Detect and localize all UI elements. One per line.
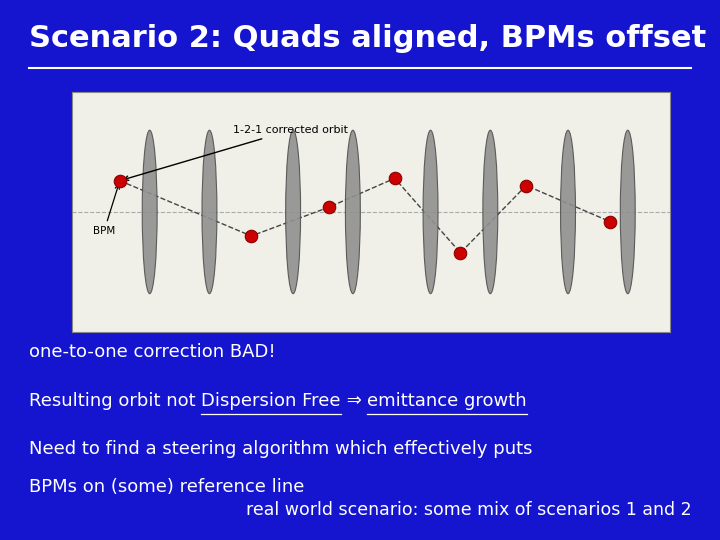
Ellipse shape (286, 130, 300, 294)
Text: Need to find a steering algorithm which effectively puts: Need to find a steering algorithm which … (29, 440, 532, 458)
Text: 1-2-1 corrected orbit: 1-2-1 corrected orbit (124, 125, 348, 180)
Text: BPMs on (some) reference line: BPMs on (some) reference line (29, 478, 304, 496)
Text: emittance growth: emittance growth (367, 392, 527, 409)
Text: real world scenario: some mix of scenarios 1 and 2: real world scenario: some mix of scenari… (246, 502, 691, 519)
Ellipse shape (346, 130, 360, 294)
Ellipse shape (202, 130, 217, 294)
Ellipse shape (561, 130, 575, 294)
Ellipse shape (483, 130, 498, 294)
Text: BPM: BPM (93, 185, 120, 236)
Ellipse shape (423, 130, 438, 294)
Text: one-to-one correction BAD!: one-to-one correction BAD! (29, 343, 276, 361)
Text: ⇒: ⇒ (341, 392, 367, 409)
Ellipse shape (143, 130, 157, 294)
Text: Resulting orbit not: Resulting orbit not (29, 392, 201, 409)
Ellipse shape (621, 130, 635, 294)
Text: Dispersion Free: Dispersion Free (201, 392, 341, 409)
Text: Scenario 2: Quads aligned, BPMs offset: Scenario 2: Quads aligned, BPMs offset (29, 24, 706, 53)
